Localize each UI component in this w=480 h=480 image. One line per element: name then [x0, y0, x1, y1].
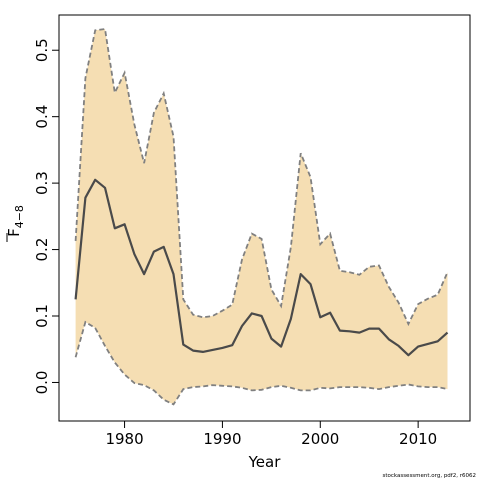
- source-footnote: stockassessment.org, pdf2, r6062: [382, 473, 476, 479]
- y-axis-title: F4−8: [5, 205, 26, 242]
- plot-frame: [58, 14, 471, 422]
- x-tick-label: 2000: [301, 430, 339, 448]
- y-tick-label: 0.4: [33, 105, 51, 129]
- y-axis: 0.0 0.1 0.2 0.3 0.4 0.5: [33, 38, 59, 394]
- upper-bound-line: [74, 27, 449, 327]
- y-tick-label: 0.1: [33, 304, 51, 328]
- y-tick-label: 0.3: [33, 171, 51, 195]
- lower-bound-line: [74, 320, 448, 406]
- confidence-band: [75, 29, 448, 405]
- y-tick-label: 0.5: [33, 38, 51, 62]
- svg-text:F4−8: F4−8: [5, 205, 26, 237]
- x-tick-label: 1980: [105, 430, 143, 448]
- x-tick-label: 1990: [203, 430, 241, 448]
- x-axis-title: Year: [248, 453, 282, 471]
- y-axis-title-subscript: 4−8: [13, 205, 26, 228]
- x-axis: 1980 1990 2000 2010: [105, 421, 437, 448]
- y-tick-label: 0.2: [33, 238, 51, 262]
- y-tick-label: 0.0: [33, 371, 51, 395]
- confidence-band-layer: [75, 29, 448, 405]
- y-axis-title-main: F: [5, 228, 23, 237]
- line-layer: [74, 27, 449, 406]
- x-tick-label: 2010: [399, 430, 437, 448]
- estimate-line: [74, 178, 449, 357]
